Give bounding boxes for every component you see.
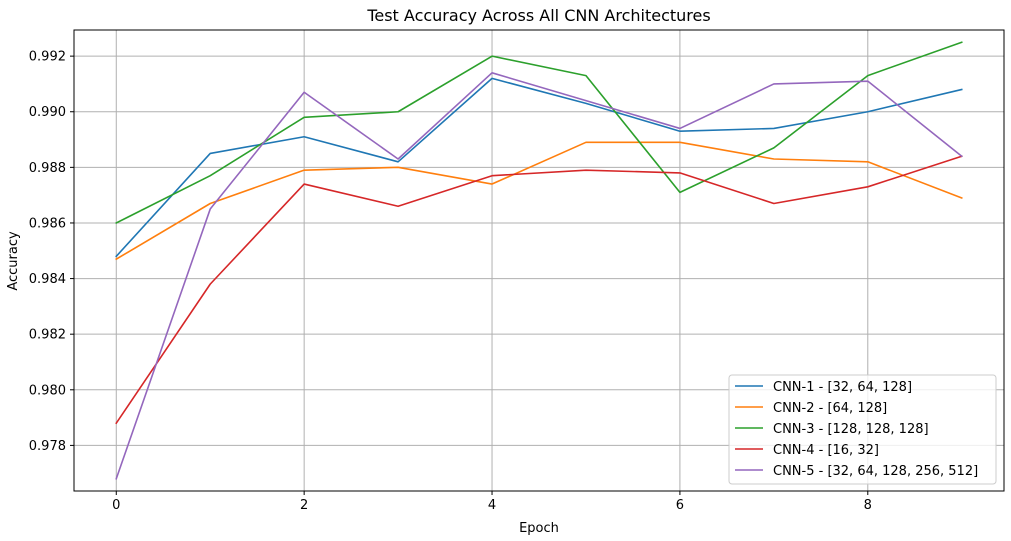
x-tick-label: 2 — [300, 498, 308, 513]
legend-label-cnn-3: CNN-3 - [128, 128, 128] — [773, 422, 929, 437]
y-tick-label: 0.992 — [29, 50, 66, 65]
y-tick-label: 0.986 — [29, 216, 66, 231]
y-axis-ticks: 0.978 0.980 0.982 0.984 0.986 0.988 0.990 0.992 — [29, 50, 74, 454]
series-line-cnn-5 — [115, 72, 963, 480]
x-tick-label: 6 — [676, 498, 684, 513]
series-line-cnn-2 — [115, 141, 963, 261]
y-tick-label: 0.990 — [29, 105, 66, 120]
y-tick-label: 0.984 — [29, 272, 66, 287]
y-tick-label: 0.988 — [29, 161, 66, 176]
x-tick-label: 8 — [864, 498, 872, 513]
x-tick-label: 0 — [112, 498, 120, 513]
series-line-cnn-4 — [115, 155, 963, 425]
x-axis-ticks: 0 2 4 6 8 — [112, 491, 872, 513]
series-line-cnn-1 — [115, 77, 963, 258]
series-lines — [115, 41, 963, 480]
legend-label-cnn-2: CNN-2 - [64, 128] — [773, 401, 887, 416]
x-tick-label: 4 — [488, 498, 496, 513]
legend-label-cnn-4: CNN-4 - [16, 32] — [773, 443, 879, 458]
chart-title: Test Accuracy Across All CNN Architectur… — [366, 6, 710, 25]
series-line-cnn-3 — [115, 41, 963, 225]
y-tick-label: 0.978 — [29, 439, 66, 454]
legend: CNN-1 - [32, 64, 128] CNN-2 - [64, 128] CN… — [728, 374, 997, 485]
legend-entries: CNN-1 - [32, 64, 128] CNN-2 - [64, 128] CN… — [735, 380, 978, 479]
y-tick-label: 0.982 — [29, 328, 66, 343]
y-axis-label: Accuracy — [6, 231, 21, 291]
x-axis-label: Epoch — [519, 521, 559, 536]
legend-box — [728, 374, 997, 485]
legend-label-cnn-1: CNN-1 - [32, 64, 128] — [773, 380, 912, 395]
legend-label-cnn-5: CNN-5 - [32, 64, 128, 256, 512] — [773, 464, 978, 479]
y-tick-label: 0.980 — [29, 383, 66, 398]
plot-frame — [73, 29, 1005, 492]
